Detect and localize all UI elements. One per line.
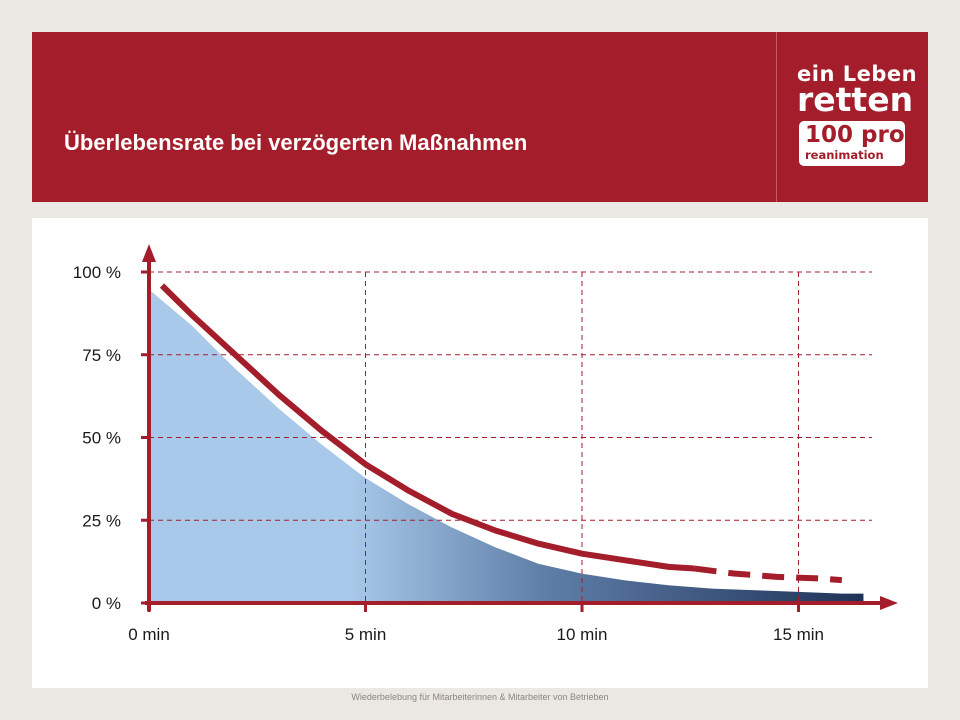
brand-logo: ein Leben retten 100 pro reanimation <box>797 62 917 172</box>
x-tick-label: 10 min <box>556 625 607 644</box>
logo-badge-line2: reanimation <box>805 148 884 162</box>
header-divider <box>776 32 777 202</box>
y-tick-label: 100 % <box>73 263 121 282</box>
series-line-1 <box>694 565 843 584</box>
x-tick-label: 0 min <box>128 625 170 644</box>
logo-text-line1: ein Leben <box>797 62 918 86</box>
y-axis-arrow <box>142 244 156 262</box>
survival-area <box>149 288 864 603</box>
y-tick-label: 25 % <box>82 511 121 530</box>
x-tick-label: 15 min <box>773 625 824 644</box>
x-axis-arrow <box>880 596 898 610</box>
y-tick-label: 50 % <box>82 429 121 448</box>
y-tick-label: 75 % <box>82 346 121 365</box>
chart-panel: 0 % 25 % 50 % 75 % 100 % 0 min 5 min 10 min 15 m… <box>32 218 928 688</box>
header-banner: Überlebensrate bei verzögerten Maßnahmen… <box>32 32 928 202</box>
y-tick-label: 0 % <box>92 594 121 613</box>
logo-badge: 100 pro reanimation <box>799 121 905 166</box>
logo-badge-line1: 100 pro <box>805 122 905 148</box>
page-title: Überlebensrate bei verzögerten Maßnahmen <box>64 130 528 155</box>
logo-text-line2: retten <box>797 80 914 119</box>
footer-text: Wiederbelebung für Mitarbeiterinnen & Mi… <box>351 692 609 702</box>
x-tick-label: 5 min <box>345 625 387 644</box>
survival-chart: 0 % 25 % 50 % 75 % 100 % 0 min 5 min 10 min 15 m… <box>73 244 898 644</box>
area-rim-line <box>148 286 864 594</box>
series-line-0 <box>159 283 695 572</box>
